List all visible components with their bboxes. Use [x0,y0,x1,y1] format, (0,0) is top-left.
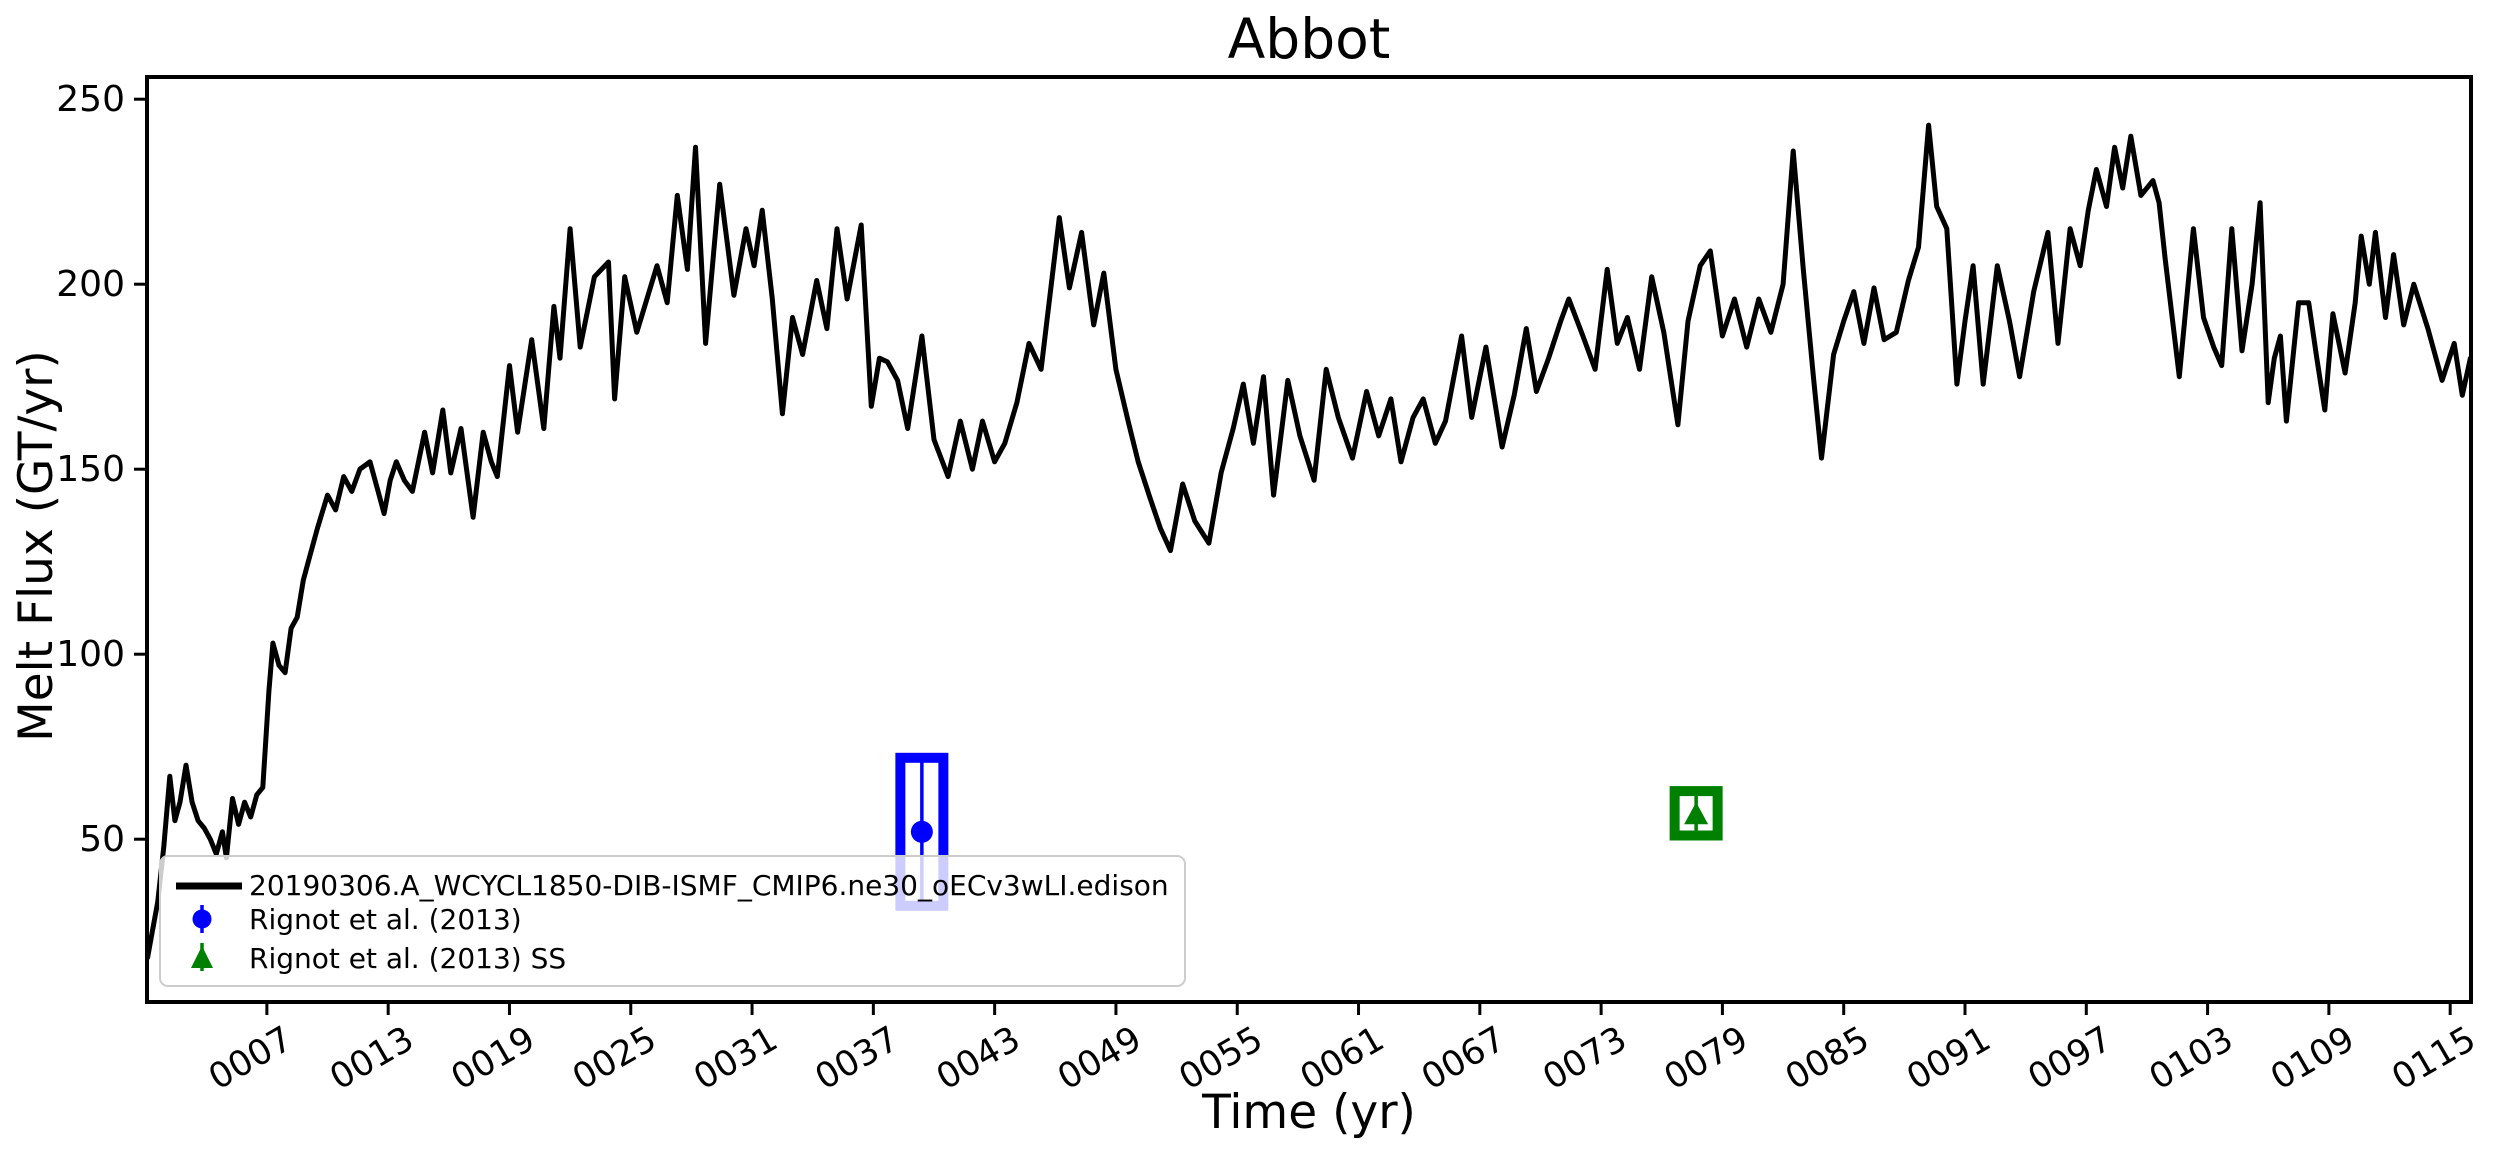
legend-blue-circle-marker [192,909,212,929]
x-tick-label: 0115 [2386,1019,2483,1098]
x-tick-label: 0091 [1900,1019,1997,1098]
x-axis-label: Time (yr) [1201,1085,1416,1140]
x-tick-label: 0067 [1415,1019,1512,1098]
y-tick-label: 100 [56,634,125,675]
x-tick-label: 0007 [202,1019,299,1098]
legend-entry-rignot: Rignot et al. (2013) [249,903,522,936]
x-tick-label: 0037 [809,1019,906,1098]
x-tick-label: 0097 [2022,1019,2119,1098]
observation-marker-triangle-up [1669,786,1723,841]
x-tick-label: 0073 [1536,1019,1633,1098]
legend-box [159,855,1186,987]
series-line [145,122,2473,961]
x-tick-label: 0109 [2264,1019,2361,1098]
y-axis-label: Melt Flux (GT/yr) [9,350,64,742]
x-tick-label: 0025 [566,1019,663,1098]
legend-entry-rignot-ss: Rignot et al. (2013) SS [249,942,566,975]
series-layer [145,122,2473,961]
x-tick-label: 0085 [1779,1019,1876,1098]
y-tick-label: 200 [56,264,125,305]
x-tick-label: 0049 [1051,1019,1148,1098]
x-tick-label: 0079 [1658,1019,1755,1098]
legend: 20190306.A_WCYCL1850-DIB-ISMF_CMIP6.ne30… [159,855,1186,987]
x-tick-label: 0043 [930,1019,1027,1098]
legend-green-triangle-marker [191,946,213,968]
x-tick-label: 0013 [324,1019,421,1098]
y-tick-label: 150 [56,449,125,490]
axes-spines [145,75,2473,1004]
x-tick-label: 0031 [687,1019,784,1098]
chart-title: Abbot [1228,7,1391,71]
x-tick-label: 0103 [2143,1019,2240,1098]
legend-entry-model: 20190306.A_WCYCL1850-DIB-ISMF_CMIP6.ne30… [249,869,1169,902]
x-tick-label: 0019 [445,1019,542,1098]
y-tick-label: 250 [56,79,125,120]
y-tick-label: 50 [79,819,125,860]
